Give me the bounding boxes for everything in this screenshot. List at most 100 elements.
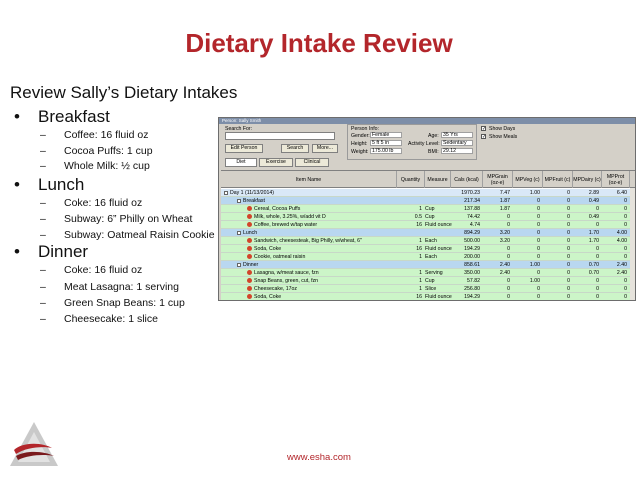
cell-text: Each — [425, 254, 437, 260]
meal-item: – Coffee: 16 fluid oz — [40, 129, 148, 141]
footer-url[interactable]: www.esha.com — [287, 452, 351, 463]
cell-text: 0 — [596, 294, 599, 300]
cell-text: 0 — [567, 198, 570, 204]
cell-text: Breakfast — [243, 198, 265, 204]
cell-text: 0 — [624, 206, 627, 212]
meal-item-text: Coffee: 16 fluid oz — [64, 129, 149, 141]
meal-row[interactable]: Dinner 858.61 2.40 1.00 0 0.70 2.40 — [221, 261, 635, 269]
cell-dairy: 0.49 — [573, 213, 599, 221]
meal-item: – Coke: 16 fluid oz — [40, 264, 142, 276]
cell-cals: 57.82 — [451, 277, 480, 285]
gender-field[interactable]: Female — [370, 132, 402, 138]
food-row[interactable]: Milk, whole, 3.25%, w/add vit D 0.5 Cup 74.… — [221, 213, 635, 221]
cell-text: 0 — [537, 214, 540, 220]
cell-text: 1 — [419, 278, 422, 284]
cell-text: 0 — [507, 286, 510, 292]
meal-row[interactable]: Breakfast 217.34 1.87 0 0 0.49 0 — [221, 197, 635, 205]
cell-text: 0 — [537, 206, 540, 212]
tab-exercise[interactable]: Exercise — [259, 158, 293, 167]
tree-toggle-icon[interactable] — [237, 230, 241, 235]
column-header[interactable]: MPProt (oz-e) — [602, 171, 630, 188]
tree-toggle-icon[interactable] — [224, 190, 228, 195]
cell-text: 0 — [567, 206, 570, 212]
cell-text: 194.29 — [464, 294, 480, 300]
column-header[interactable]: Quantity — [397, 171, 425, 188]
column-header[interactable]: Measure — [425, 171, 451, 188]
cell-veg: 0 — [513, 269, 540, 277]
cell-text: 0 — [507, 214, 510, 220]
more-button[interactable]: More... — [312, 144, 338, 153]
column-header[interactable]: Cals (kcal) — [451, 171, 483, 188]
tab-clinical[interactable]: Clinical — [295, 158, 329, 167]
vertical-scrollbar[interactable] — [630, 188, 635, 300]
food-row[interactable]: Sandwich, cheesesteak, Big Philly, w/whe… — [221, 237, 635, 245]
food-icon — [247, 270, 252, 276]
food-row[interactable]: Cheesecake, 17oz 1 Slice 256.80 0 0 0 0 0 — [221, 285, 635, 293]
search-label: Search For: — [225, 126, 253, 132]
cell-text: 0 — [596, 222, 599, 228]
app-window: Person: Sally Smith Search For: Edit Per… — [218, 117, 636, 301]
age-label: Age: — [428, 133, 439, 139]
cell-prot: 0 — [602, 221, 627, 229]
cell-prot: 6.40 — [602, 189, 627, 197]
cell-fruit: 0 — [543, 285, 570, 293]
column-header[interactable]: MPVeg (c) — [513, 171, 543, 188]
cell-text: 0 — [567, 270, 570, 276]
tree-toggle-icon[interactable] — [237, 262, 241, 267]
age-field[interactable]: 35 Yrs — [441, 132, 473, 138]
column-header[interactable]: MPFruit (c) — [543, 171, 573, 188]
cell-text: 0 — [624, 278, 627, 284]
bmi-field[interactable]: 29.12 — [441, 148, 473, 154]
cell-text: 0 — [624, 246, 627, 252]
cell-measure: Cup — [425, 277, 448, 285]
meal-row[interactable]: Lunch 894.29 3.20 0 0 1.70 4.00 — [221, 229, 635, 237]
cell-qty — [397, 197, 422, 205]
cell-prot: 0 — [602, 293, 627, 300]
cell-text: 0 — [567, 278, 570, 284]
cell-text: 7.47 — [499, 190, 510, 196]
column-header[interactable]: Item Name — [221, 171, 397, 188]
meal-heading-breakfast: • Breakfast — [14, 107, 110, 127]
column-header[interactable]: MPGrain (oz-e) — [483, 171, 513, 188]
cell-text: Cup — [425, 278, 435, 284]
dash-icon: – — [40, 145, 46, 157]
tree-toggle-icon[interactable] — [237, 198, 241, 203]
cell-veg: 1.00 — [513, 277, 540, 285]
cell-text: 500.00 — [464, 238, 480, 244]
food-row[interactable]: Soda, Coke 16 Fluid ounce 194.29 0 0 0 0 0 — [221, 293, 635, 300]
grid-header: Item Name Quantity Measure Cals (kcal) M… — [221, 171, 635, 188]
dash-icon: – — [40, 264, 46, 276]
activity-field[interactable]: Sedentary — [441, 140, 473, 146]
edit-person-button[interactable]: Edit Person — [225, 144, 263, 153]
meal-label: Breakfast — [38, 107, 110, 126]
cell-qty — [397, 261, 422, 269]
food-row[interactable]: Cookie, oatmeal raisin 1 Each 200.00 0 0 0 0 0 — [221, 253, 635, 261]
day-row[interactable]: Day 1 (11/13/2014) 1970.23 7.47 1.00 0 2.89 6.… — [221, 189, 635, 197]
food-row[interactable]: Soda, Coke 16 Fluid ounce 194.29 0 0 0 0 0 — [221, 245, 635, 253]
cell-text: Dinner — [243, 262, 259, 268]
show-days-checkbox[interactable]: ✓ — [481, 126, 487, 132]
cell-measure: Each — [425, 253, 448, 261]
search-input[interactable] — [225, 132, 335, 140]
cell-text: 16 — [416, 246, 422, 252]
cell-text: 0 — [624, 254, 627, 260]
food-icon — [247, 286, 252, 292]
cell-text: 0 — [507, 294, 510, 300]
cell-text: 16 — [416, 294, 422, 300]
cell-text: Cereal, Cocoa Puffs — [254, 206, 301, 212]
cell-text: 0 — [624, 214, 627, 220]
cell-text: Cup — [425, 206, 435, 212]
food-row[interactable]: Lasagna, w/meat sauce, fzn 1 Serving 350.00… — [221, 269, 635, 277]
height-field[interactable]: 5 ft 5 in — [370, 140, 402, 146]
weight-field[interactable]: 175.00 lb — [370, 148, 402, 154]
tab-diet[interactable]: Diet — [225, 158, 257, 167]
food-row[interactable]: Coffee, brewed w/tap water 16 Fluid ounce 4… — [221, 221, 635, 229]
cell-veg: 0 — [513, 229, 540, 237]
cell-text: Fluid ounce — [425, 222, 452, 228]
cell-name: Lunch — [221, 229, 394, 237]
food-row[interactable]: Cereal, Cocoa Puffs 1 Cup 137.88 1.87 0 0 0 0 — [221, 205, 635, 213]
food-row[interactable]: Snap Beans, green, cut, fzn 1 Cup 57.82 0 1.0… — [221, 277, 635, 285]
show-meals-checkbox[interactable]: ✓ — [481, 134, 487, 140]
column-header[interactable]: MPDairy (c) — [573, 171, 602, 188]
search-button[interactable]: Search — [281, 144, 309, 153]
